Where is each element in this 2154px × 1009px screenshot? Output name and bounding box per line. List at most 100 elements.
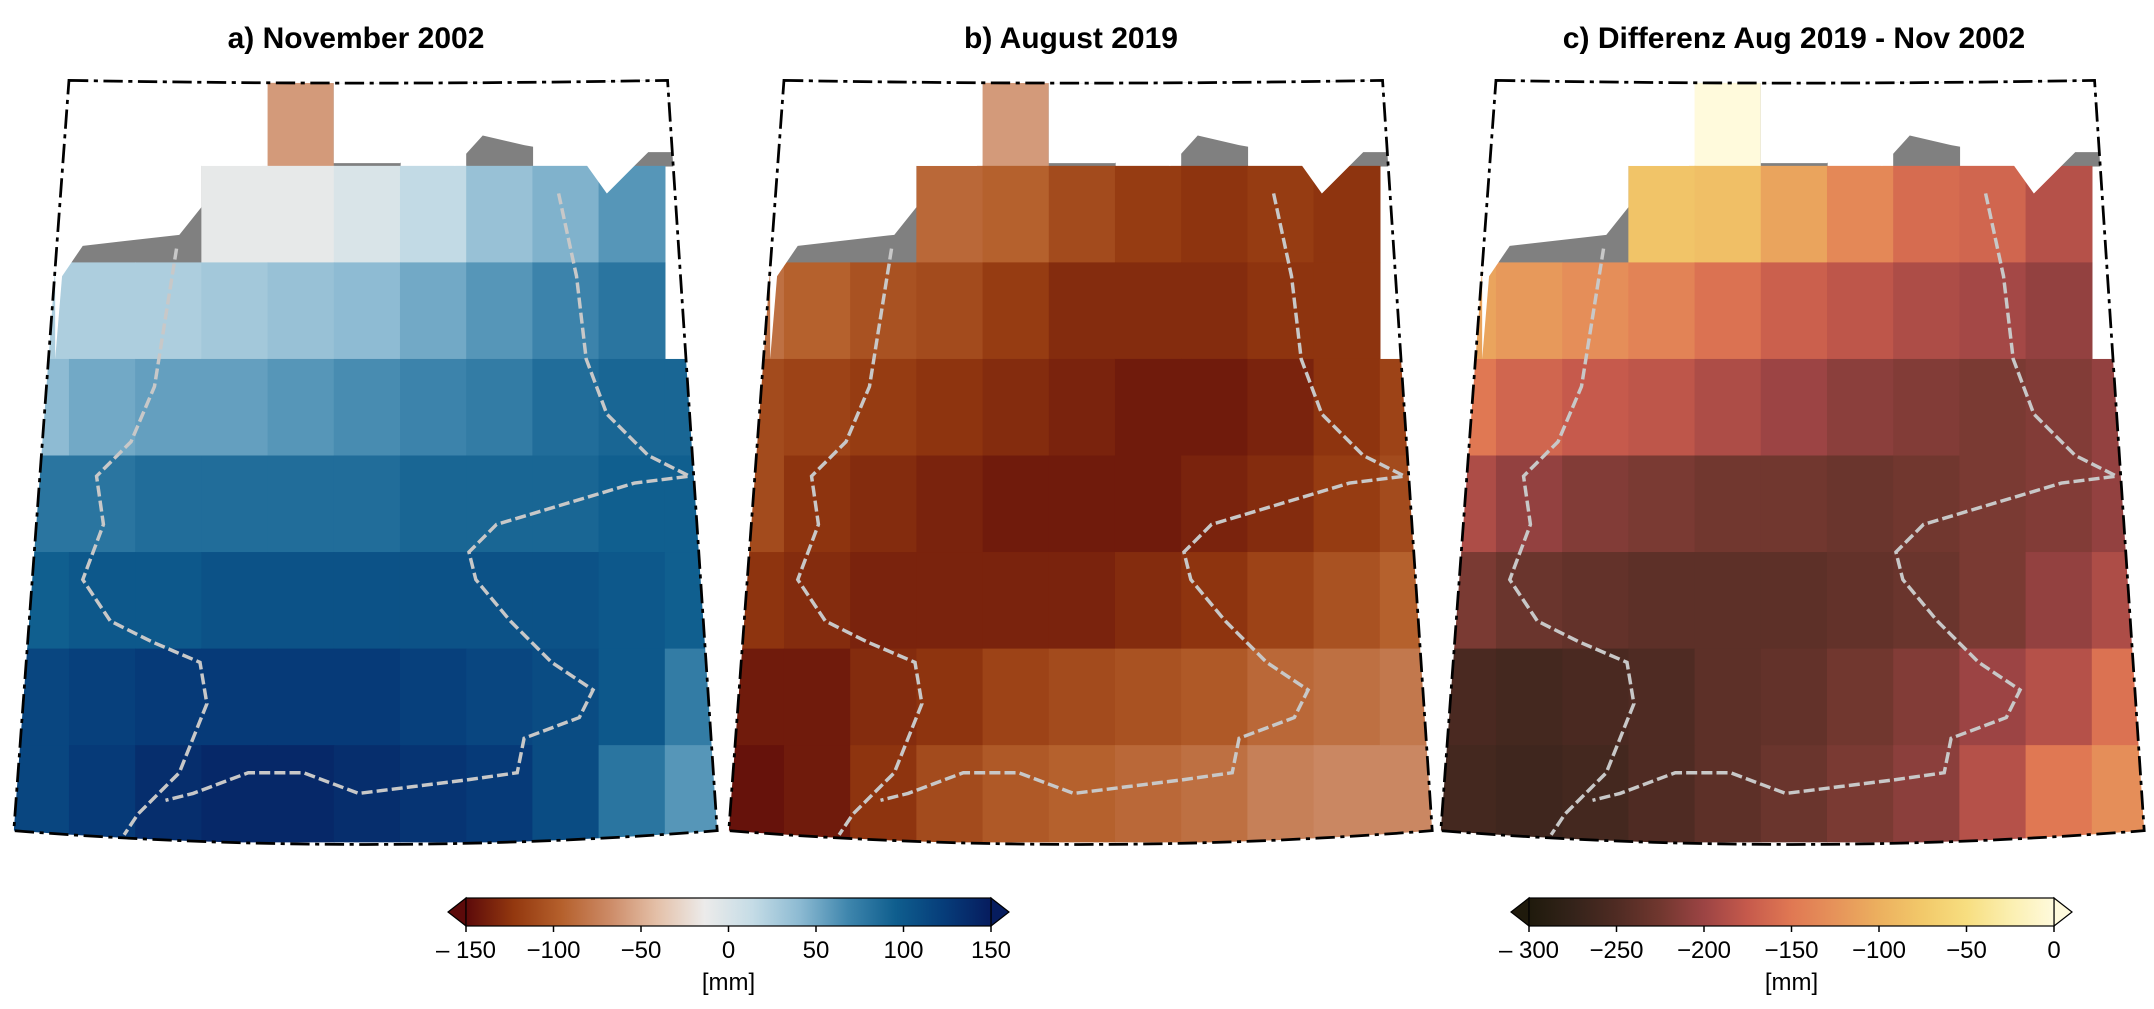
grid-cell xyxy=(532,745,600,843)
grid-cell xyxy=(1313,648,1381,746)
grid-cell xyxy=(201,745,269,843)
grid-cell xyxy=(333,648,401,746)
map-panel-b xyxy=(727,78,1434,846)
grid-cell xyxy=(783,455,851,553)
grid-cell xyxy=(399,745,467,843)
grid-cell xyxy=(68,648,136,746)
grid-cell xyxy=(399,165,467,264)
grid-cell xyxy=(850,262,918,360)
colorbar-tick-label: −50 xyxy=(621,937,662,964)
colorbar-tick-label: −250 xyxy=(1589,937,1643,964)
grid-cell xyxy=(1628,552,1696,650)
grid-cell xyxy=(982,80,1050,167)
grid-cell xyxy=(2091,552,2145,650)
grid-cell xyxy=(267,80,335,167)
grid-cell xyxy=(1562,648,1630,746)
grid-cell xyxy=(532,262,600,360)
grid-cell xyxy=(1181,262,1249,360)
grid-cell xyxy=(1760,262,1828,360)
map-frame xyxy=(12,78,719,846)
grid-cell xyxy=(399,358,467,457)
grid-cell xyxy=(2025,648,2093,746)
sea-mask xyxy=(55,80,718,359)
grid-cell xyxy=(13,358,70,457)
grid-cell xyxy=(1247,165,1315,264)
grid-cell xyxy=(1760,165,1828,264)
grid-cell xyxy=(598,552,666,650)
colorbar-gradient xyxy=(1528,897,2055,927)
grid-cell xyxy=(2091,80,2145,167)
grid-cell xyxy=(1628,745,1696,843)
grid-cell xyxy=(333,358,401,457)
grid-cell xyxy=(1114,552,1182,650)
grid-cell xyxy=(1893,358,1961,457)
grid-cell xyxy=(1694,165,1762,264)
grid-cell xyxy=(1562,262,1630,360)
grid-cell xyxy=(68,455,136,553)
colorbar-tick-label: 50 xyxy=(803,937,830,964)
grid-cell xyxy=(1628,648,1696,746)
grid-cell xyxy=(1181,455,1249,553)
grid-cell xyxy=(13,552,70,650)
grid-cell xyxy=(1313,262,1381,360)
grid-cell xyxy=(982,165,1050,264)
grid-cell xyxy=(916,552,984,650)
grid-cell xyxy=(13,745,70,843)
grid-cell xyxy=(267,262,335,360)
grid-cell xyxy=(1495,745,1563,843)
grid-cell xyxy=(267,648,335,746)
grid-cell xyxy=(267,358,335,457)
grid-cell xyxy=(2091,745,2145,843)
grid-cell xyxy=(201,262,269,360)
grid-cell xyxy=(1440,552,1497,650)
grid-cell xyxy=(982,648,1050,746)
grid-cell xyxy=(1048,648,1116,746)
grid-cell xyxy=(1826,165,1894,264)
colorbar-difference: – 300 −250 −200 −150 −100 −50 0 [mm] xyxy=(1499,896,2073,996)
grid-cell xyxy=(333,262,401,360)
panel-b-title: b) August 2019 xyxy=(964,22,1178,55)
grid-cell xyxy=(1694,745,1762,843)
grid-cell xyxy=(916,455,984,553)
grid-cell xyxy=(1181,648,1249,746)
grid-cell xyxy=(68,745,136,843)
grid-cell xyxy=(1247,745,1315,843)
grid-cell xyxy=(916,648,984,746)
country-border-east-south xyxy=(880,193,1411,802)
grid-cell xyxy=(267,552,335,650)
grid-cell xyxy=(1893,165,1961,264)
grid-cell xyxy=(1247,262,1315,360)
grid-cell xyxy=(399,455,467,553)
grid-cell xyxy=(135,648,203,746)
grid-cell xyxy=(1114,262,1182,360)
grid-cell xyxy=(1893,648,1961,746)
sea-mask xyxy=(1482,80,2145,359)
grid-cell xyxy=(399,262,467,360)
grid-cell xyxy=(68,262,136,360)
colorbar-unit-label: [mm] xyxy=(1765,969,1818,996)
colorbar-tick-label: −100 xyxy=(526,937,580,964)
grid-cell xyxy=(1893,745,1961,843)
grid-cell xyxy=(1562,552,1630,650)
grid-cell xyxy=(532,552,600,650)
grid-cell xyxy=(916,165,984,264)
grid-cell xyxy=(267,745,335,843)
grid-cell xyxy=(1048,358,1116,457)
grid-cell xyxy=(13,648,70,746)
colorbar-tick-label: – 150 xyxy=(436,937,496,964)
grid-cell xyxy=(1628,262,1696,360)
colorbar-extend-low xyxy=(1510,896,1530,928)
colorbar-tick-label: −150 xyxy=(1764,937,1818,964)
grid-cell xyxy=(2025,552,2093,650)
country-border-west xyxy=(1507,248,1636,836)
grid-cell xyxy=(1628,358,1696,457)
grid-cell xyxy=(1694,262,1762,360)
grid-cell xyxy=(598,262,666,360)
grid-cell xyxy=(1826,455,1894,553)
grid-cell xyxy=(598,455,666,553)
grid-cell xyxy=(267,165,335,264)
grid-cell xyxy=(68,358,136,457)
grid-cell xyxy=(1760,358,1828,457)
colorbar-tick-label: 0 xyxy=(722,937,735,964)
grid-cell xyxy=(1247,552,1315,650)
